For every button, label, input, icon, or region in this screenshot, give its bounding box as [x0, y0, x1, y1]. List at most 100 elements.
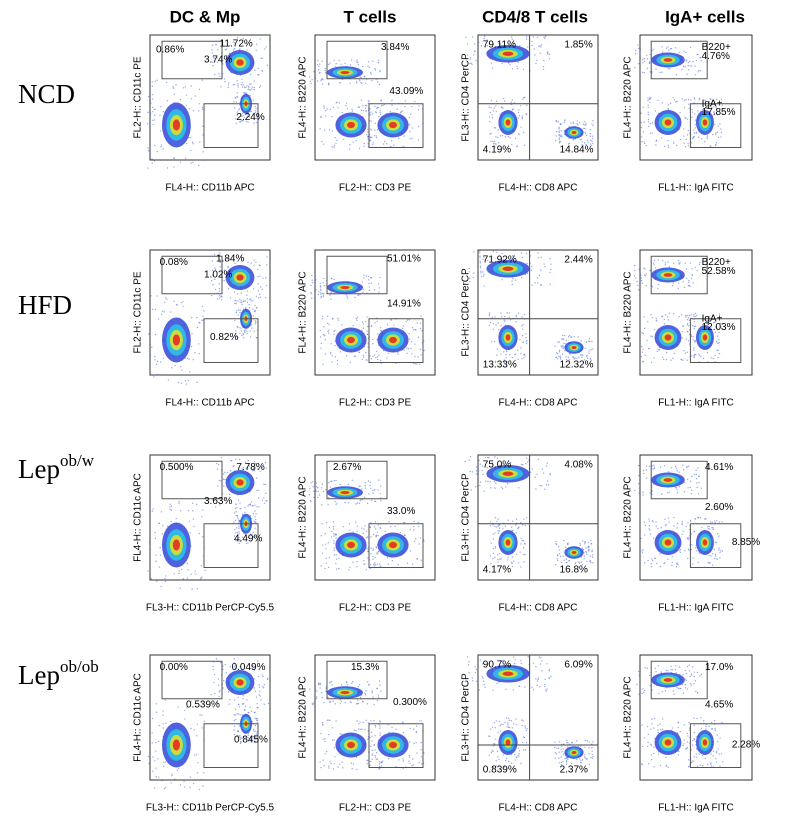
event-dot	[712, 755, 714, 757]
event-dot	[654, 667, 656, 670]
event-dot	[498, 720, 500, 723]
event-dot	[245, 307, 247, 309]
event-dot	[519, 105, 522, 107]
event-dot	[492, 538, 495, 540]
event-dot	[494, 545, 496, 548]
event-dot	[395, 765, 397, 768]
event-dot	[640, 112, 642, 114]
event-dot	[212, 669, 215, 671]
event-dot	[389, 110, 392, 113]
event-dot	[371, 499, 373, 502]
event-dot	[254, 69, 256, 71]
event-dot	[320, 289, 322, 292]
event-dot	[688, 319, 691, 322]
event-dot	[660, 526, 662, 529]
event-dot	[370, 73, 372, 75]
event-dot	[369, 736, 371, 739]
event-dot	[148, 541, 151, 543]
event-dot	[492, 533, 494, 536]
event-dot	[233, 729, 235, 731]
event-dot	[579, 542, 581, 545]
event-dot	[664, 264, 667, 266]
event-dot	[582, 123, 585, 126]
event-dot	[241, 78, 243, 80]
event-dot	[667, 68, 669, 70]
event-dot	[684, 66, 686, 68]
event-dot	[585, 134, 588, 137]
gate	[689, 523, 742, 568]
event-dot	[488, 457, 490, 459]
flow-plot: 0.08% 1.84%1.02%0.82%FL2-H:: CD11c PEFL4-…	[133, 249, 271, 409]
event-dot	[255, 696, 258, 698]
event-dot	[235, 511, 237, 513]
event-dot	[252, 536, 254, 539]
event-dot	[486, 467, 489, 469]
event-dot	[240, 539, 242, 541]
event-dot	[238, 706, 241, 708]
event-dot	[215, 658, 218, 660]
event-dot	[367, 557, 369, 559]
event-dot	[335, 142, 337, 144]
event-dot	[235, 101, 238, 103]
event-dot	[378, 115, 380, 118]
gate-percentage: 17.85%	[702, 107, 736, 118]
event-dot	[491, 67, 494, 70]
gate-percentage: 3.63%	[204, 496, 232, 507]
event-dot	[239, 502, 241, 504]
event-dot	[238, 531, 240, 533]
event-dot	[239, 298, 241, 300]
event-dot	[213, 57, 215, 59]
event-dot	[257, 297, 260, 299]
event-dot	[559, 140, 562, 143]
event-dot	[170, 311, 172, 313]
event-dot	[580, 354, 583, 356]
event-dot	[333, 763, 335, 765]
event-dot	[643, 71, 646, 74]
column-header: IgA+ cells	[665, 7, 745, 26]
event-dot	[158, 566, 161, 568]
event-dot	[712, 133, 714, 136]
event-dot	[637, 284, 639, 287]
event-dot	[688, 528, 691, 531]
event-dot	[253, 670, 255, 672]
event-dot	[714, 553, 717, 556]
event-dot	[388, 731, 390, 734]
event-dot	[527, 656, 529, 658]
event-dot	[336, 359, 339, 362]
event-dot	[223, 679, 225, 682]
event-dot	[537, 678, 539, 681]
event-dot	[340, 700, 342, 703]
event-dot	[417, 109, 420, 111]
event-dot	[517, 117, 520, 119]
event-dot	[714, 321, 716, 323]
event-dot	[522, 68, 525, 71]
event-dot	[653, 537, 655, 540]
event-dot	[333, 330, 335, 333]
density-blob	[663, 678, 673, 682]
flow-plot: B220+52.58%IgA+12.03%FL4-H:: B220 APCFL1…	[623, 249, 753, 409]
event-dot	[309, 80, 312, 83]
event-dot	[656, 562, 658, 565]
event-dot	[356, 316, 359, 319]
event-dot	[339, 483, 341, 486]
event-dot	[417, 525, 420, 528]
event-dot	[512, 108, 514, 110]
event-dot	[162, 357, 165, 360]
event-dot	[633, 264, 636, 267]
event-dot	[587, 139, 589, 141]
event-dot	[475, 59, 477, 62]
event-dot	[539, 686, 541, 688]
event-dot	[687, 65, 689, 67]
event-dot	[634, 67, 636, 69]
event-dot	[686, 732, 688, 735]
gate-percentage: 43.09%	[389, 86, 423, 97]
event-dot	[379, 113, 382, 115]
event-dot	[233, 714, 235, 716]
event-dot	[158, 779, 160, 781]
event-dot	[242, 84, 245, 86]
event-dot	[653, 464, 655, 466]
event-dot	[491, 750, 493, 752]
flow-plot: 71.92% 2.44%13.33% 12.32%FL3-H:: CD4 PerCP…	[461, 249, 599, 409]
event-dot	[511, 565, 514, 568]
event-dot	[162, 723, 164, 725]
